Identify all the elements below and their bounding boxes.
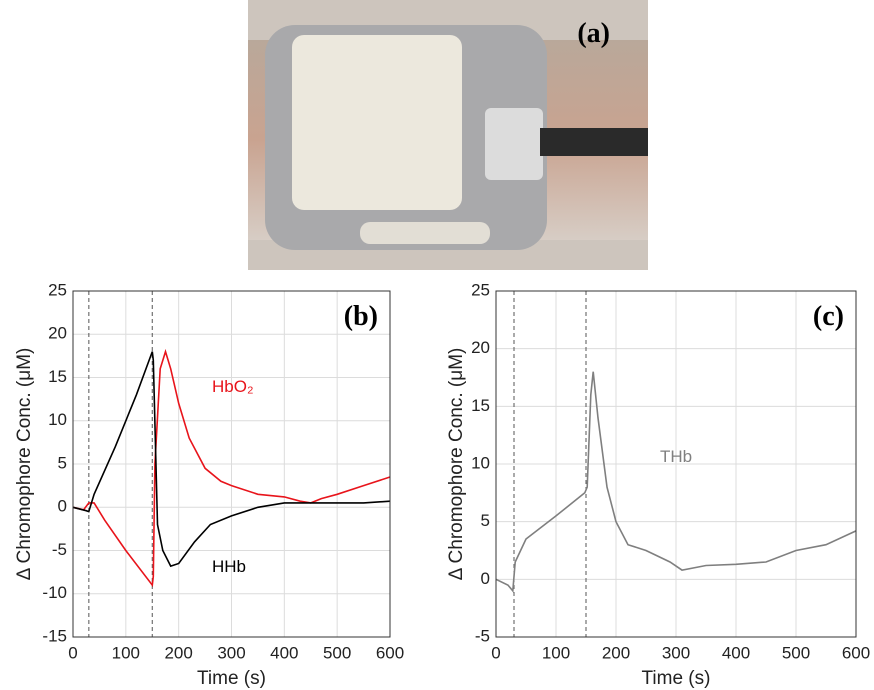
y-tick-label: -10 [42, 583, 67, 602]
y-tick-label: 10 [471, 453, 490, 472]
x-tick-label: 600 [842, 643, 870, 662]
y-tick-label: 15 [471, 396, 490, 415]
panel-label: (b) [344, 301, 378, 332]
photo: (a) [248, 0, 648, 270]
x-tick-label: 0 [68, 643, 77, 662]
series-label: HHb [212, 557, 246, 576]
series-label: THb [660, 447, 692, 466]
x-tick-label: 500 [323, 643, 351, 662]
x-tick-label: 200 [602, 643, 630, 662]
plot-frame [495, 290, 857, 638]
y-tick-label: 25 [48, 280, 67, 299]
y-tick-label: 15 [48, 367, 67, 386]
x-tick-label: 300 [217, 643, 245, 662]
y-tick-label: 0 [58, 497, 67, 516]
plot-frame [72, 290, 391, 638]
x-tick-label: 600 [376, 643, 404, 662]
y-tick-label: 0 [481, 569, 490, 588]
y-tick-label: 20 [471, 338, 490, 357]
x-tick-label: 300 [662, 643, 690, 662]
y-tick-label: 20 [48, 324, 67, 343]
data-line [495, 371, 857, 593]
y-tick-label: 10 [48, 410, 67, 429]
y-tick-label: 25 [471, 280, 490, 299]
y-tick-label: 5 [481, 511, 490, 530]
data-line [72, 351, 391, 568]
x-axis-label: Time (s) [642, 668, 711, 689]
series-label: HbO₂ [212, 377, 254, 396]
y-tick-label: -5 [475, 626, 490, 645]
x-tick-label: 200 [164, 643, 192, 662]
x-tick-label: 0 [491, 643, 500, 662]
y-tick-label: -5 [52, 540, 67, 559]
y-axis-label: Δ Chromophore Conc. (μM) [14, 348, 35, 581]
x-tick-label: 500 [782, 643, 810, 662]
x-tick-label: 400 [722, 643, 750, 662]
x-tick-label: 100 [542, 643, 570, 662]
y-tick-label: -15 [42, 626, 67, 645]
y-tick-label: 5 [58, 453, 67, 472]
y-axis-label: Δ Chromophore Conc. (μM) [446, 348, 467, 581]
x-axis-label: Time (s) [197, 668, 266, 689]
panel-label: (c) [813, 301, 844, 332]
panel-label: (a) [577, 18, 610, 49]
x-tick-label: 400 [270, 643, 298, 662]
x-tick-label: 100 [112, 643, 140, 662]
